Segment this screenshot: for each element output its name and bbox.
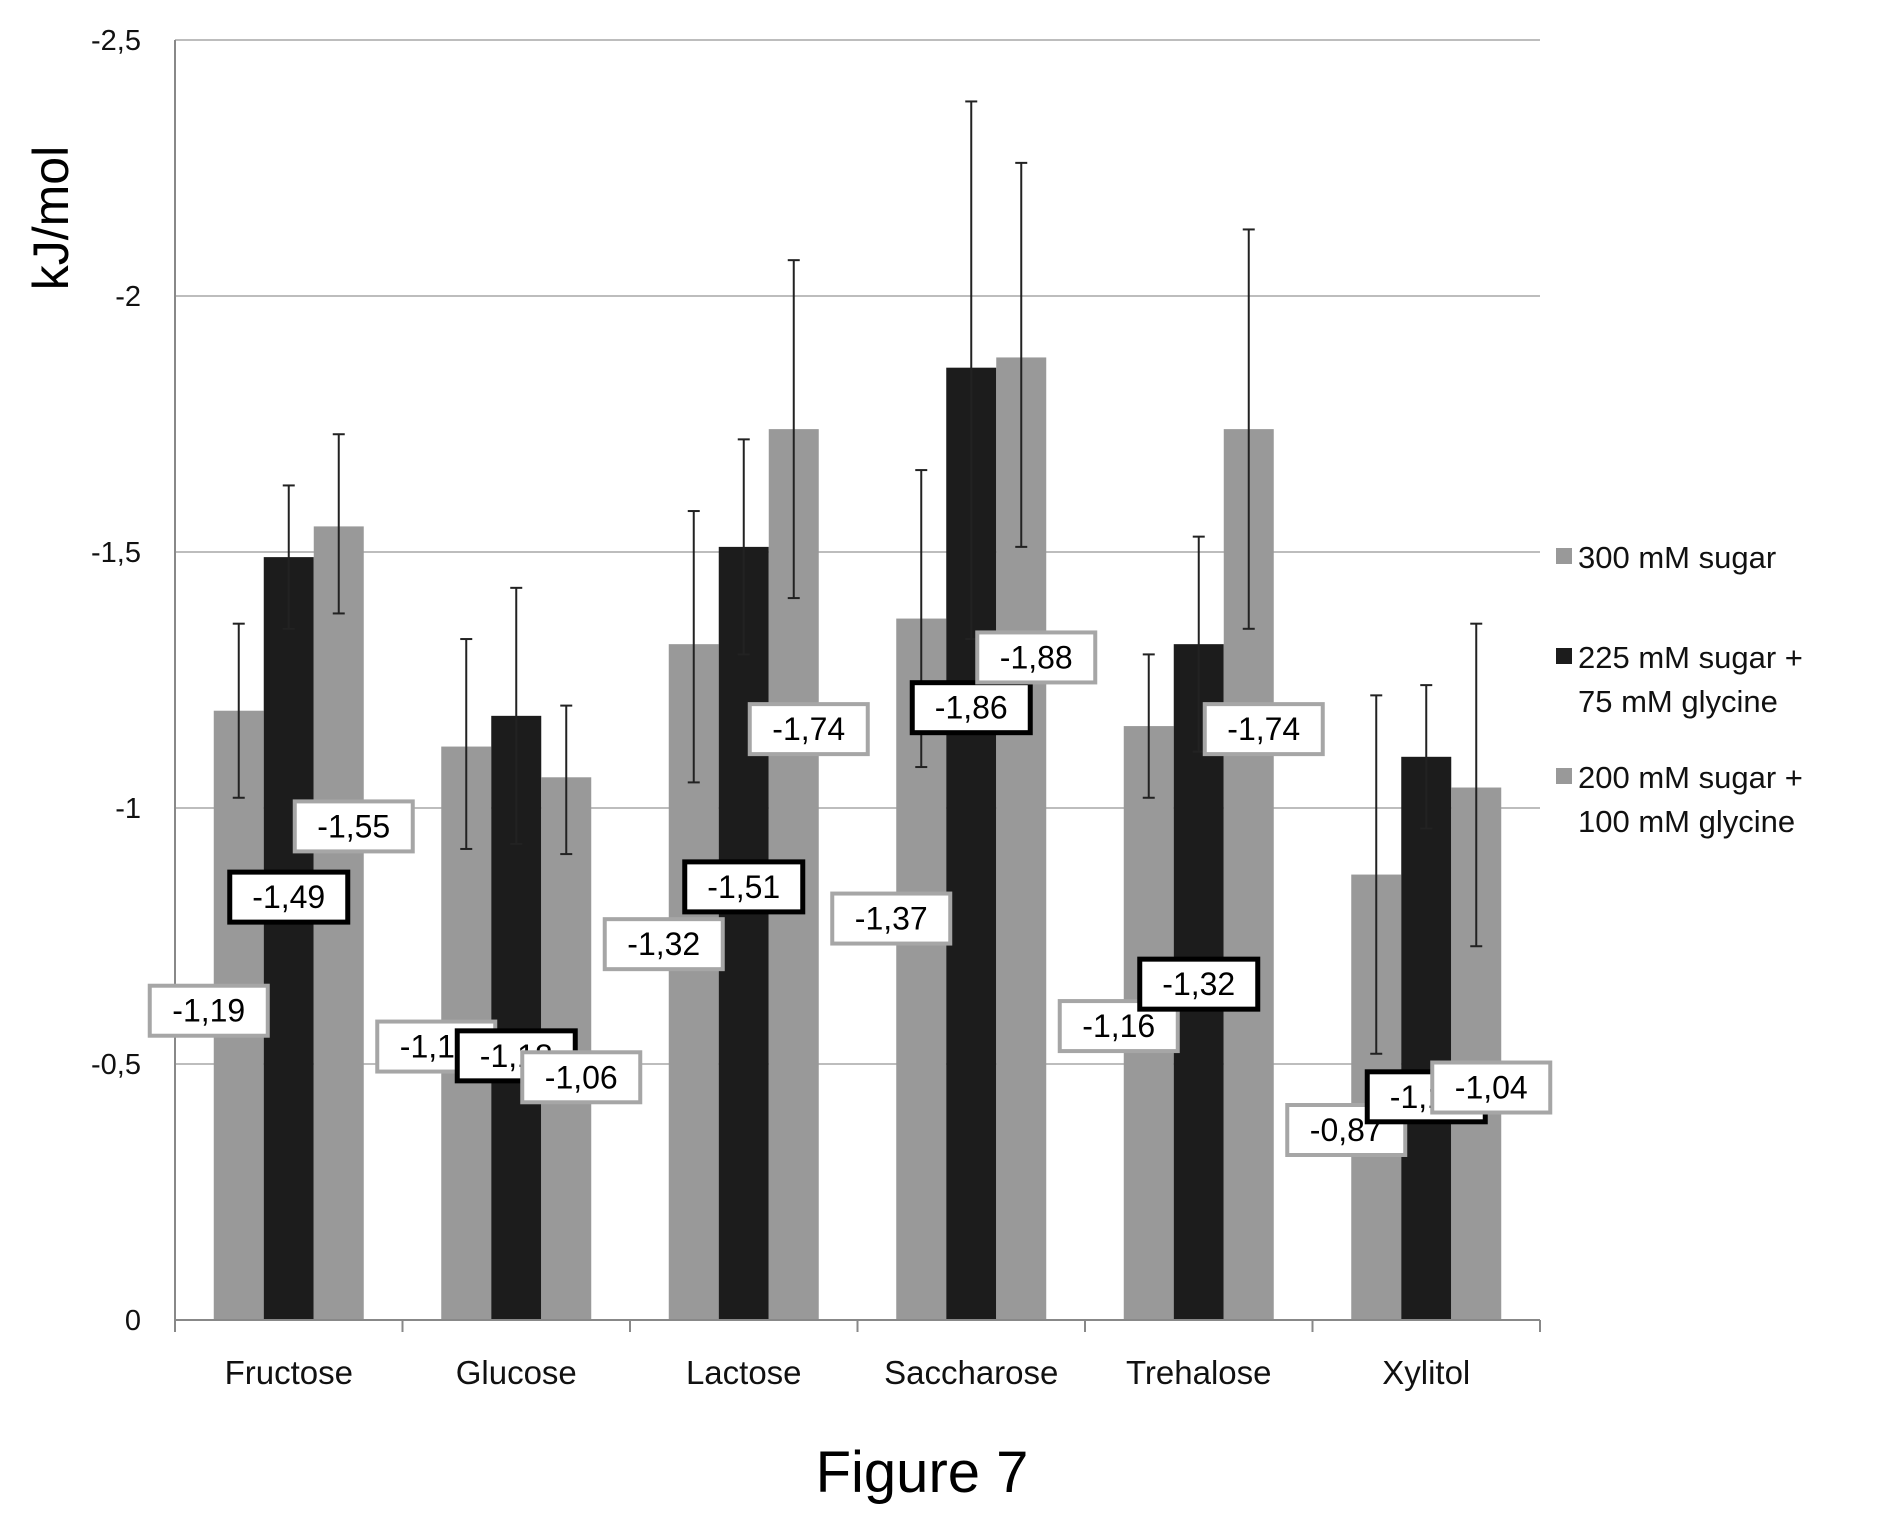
data-label-text: -1,37 [855,901,928,937]
legend-label: 100 mM glycine [1578,804,1795,839]
bars [213,357,1502,1320]
data-label: -1,51 [682,859,806,915]
data-label: -1,74 [747,702,870,757]
category-label: Xylitol [1382,1354,1470,1391]
y-tick-label: -1,5 [91,537,141,569]
y-tick-label: -1 [115,793,141,825]
data-label-text: -1,86 [935,690,1008,726]
legend-swatch [1556,768,1572,784]
category-label: Saccharose [884,1354,1058,1391]
data-label: -1,32 [602,917,725,972]
data-label-text: -1,51 [707,869,780,905]
data-label-text: -1,88 [1000,639,1073,675]
legend-label: 300 mM sugar [1578,540,1776,575]
legend-swatch [1556,548,1572,564]
legend-entry: 300 mM sugar [1556,540,1776,575]
data-labels: -1,19-1,12-1,32-1,37-1,16-0,87-1,49-1,18… [147,630,1553,1157]
category-label: Trehalose [1126,1354,1272,1391]
data-label-box [147,983,270,1038]
data-label-text: -1,32 [1162,966,1235,1002]
data-label-text: -1,74 [1227,711,1300,747]
y-axis-label: kJ/mol [23,146,79,290]
data-label-box [520,1050,643,1105]
y-tick-label: -0,5 [91,1049,141,1081]
y-tick-label: 0 [125,1305,141,1337]
legend-entry: 200 mM sugar + 100 mM glycine [1556,760,1803,839]
legend-swatch [1556,648,1572,664]
data-label-box [292,799,415,854]
data-label-box [747,702,870,757]
legend-label: 225 mM sugar + [1578,640,1803,675]
y-tick-label: -2,5 [91,25,141,57]
data-label-text: -1,06 [545,1059,618,1095]
data-label-box [975,630,1098,685]
data-label: -1,37 [830,891,953,946]
data-label-text: -1,74 [772,711,845,747]
y-axis-ticks: 0 -0,5 -1 -1,5 -2 -2,5 [91,25,141,1337]
legend-label: 200 mM sugar + [1578,760,1803,795]
data-label-box [1137,956,1261,1012]
data-label-box [909,680,1033,736]
data-label: -1,74 [1202,702,1325,757]
y-tick-label: -2 [115,281,141,313]
data-label: -1,88 [975,630,1098,685]
data-label: -1,86 [909,680,1033,736]
category-label: Lactose [686,1354,802,1391]
data-label: -1,04 [1430,1060,1553,1115]
legend-label: 75 mM glycine [1578,684,1778,719]
data-label: -1,49 [227,869,351,925]
legend-entry: 225 mM sugar + 75 mM glycine [1556,640,1803,719]
data-label-text: -1,19 [172,993,245,1029]
figure-caption: Figure 7 [816,1440,1029,1505]
data-label: -1,32 [1137,956,1261,1012]
data-label-box [227,869,351,925]
category-label: Glucose [456,1354,577,1391]
data-label: -1,16 [1057,999,1180,1054]
data-label-box [1430,1060,1553,1115]
axes [174,40,1541,1332]
category-label: Fructose [225,1354,353,1391]
bar [718,546,769,1320]
data-label: -1,55 [292,799,415,854]
data-label-text: -1,32 [627,926,700,962]
data-label-box [1202,702,1325,757]
data-label-text: -1,04 [1455,1070,1528,1106]
bar [263,557,314,1320]
data-label: -1,19 [147,983,270,1038]
data-label-box [830,891,953,946]
data-label: -1,06 [520,1050,643,1105]
data-label-box [682,859,806,915]
data-label-text: -1,16 [1082,1008,1155,1044]
category-labels: Fructose Glucose Lactose Saccharose Trehalos… [225,1354,1471,1391]
data-label-text: -1,49 [252,879,325,915]
bar [1401,756,1452,1320]
data-label-box [602,917,725,972]
data-label-text: -1,55 [317,808,390,844]
